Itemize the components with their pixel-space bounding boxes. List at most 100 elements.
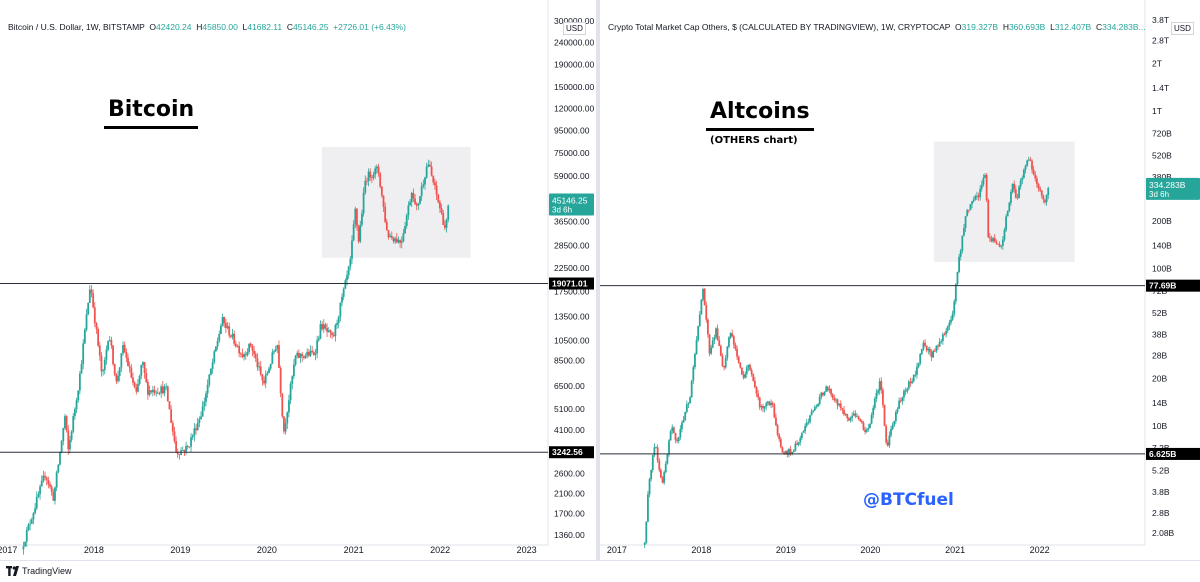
- candle-body: [171, 422, 174, 432]
- x-tick-label: 2018: [84, 545, 104, 555]
- candle-body: [752, 374, 755, 381]
- candle-body: [103, 359, 106, 371]
- bitcoin-currency-button[interactable]: USD: [563, 22, 586, 35]
- candle-body: [186, 445, 189, 447]
- candle-body: [239, 353, 242, 355]
- candle-body: [83, 329, 86, 344]
- y-tick-label: 2100.00: [554, 489, 585, 499]
- candle-body: [883, 404, 886, 426]
- candle-body: [885, 425, 888, 443]
- candle-body: [344, 280, 347, 289]
- candle-body: [22, 546, 25, 550]
- y-tick-label: 1.4T: [1152, 83, 1169, 93]
- candle-body: [316, 340, 319, 354]
- altcoins-change-value: ...: [1138, 22, 1146, 32]
- candle-body: [337, 316, 340, 324]
- candle-body: [181, 449, 184, 451]
- candle-body: [55, 472, 58, 488]
- altcoins-heading: Altcoins: [706, 99, 814, 131]
- candle-body: [882, 389, 884, 405]
- candle-body: [85, 314, 88, 330]
- candle-body: [283, 416, 285, 432]
- candle-body: [190, 437, 192, 447]
- candle-body: [384, 206, 387, 222]
- candle-body: [32, 513, 35, 520]
- candle-body: [723, 365, 725, 368]
- candle-body: [776, 425, 779, 435]
- candle-body: [72, 416, 75, 432]
- candle-body: [364, 180, 367, 193]
- bitcoin-heading: Bitcoin: [104, 97, 199, 129]
- candle-body: [737, 356, 740, 363]
- candle-body: [901, 397, 904, 402]
- y-tick-label: 140B: [1152, 240, 1172, 250]
- candle-body: [844, 413, 847, 415]
- candle-body: [215, 346, 217, 352]
- bitcoin-open-value: 42420.24: [156, 22, 192, 32]
- candle-body: [200, 416, 202, 420]
- candle-body: [812, 410, 815, 412]
- bar-countdown-label: 3d 6h: [552, 205, 572, 214]
- candle-body: [875, 392, 878, 399]
- candle-body: [271, 352, 274, 364]
- altcoins-chart-pane[interactable]: 2.08B2.8B3.8B5.2B7.2B10B14B20B28B38B52B7…: [600, 0, 1200, 560]
- candle-body: [400, 241, 403, 243]
- candle-body: [912, 374, 915, 382]
- candle-body: [849, 417, 852, 421]
- candle-body: [643, 542, 646, 545]
- candle-body: [258, 366, 260, 368]
- candle-body: [974, 196, 977, 200]
- level-price-tag: [1146, 279, 1200, 292]
- candle-body: [791, 451, 794, 454]
- bitcoin-chart-pane[interactable]: 1360.00 1700.00 2100.00 2600.00 4100.00 5100.…: [0, 0, 596, 560]
- candle-body: [321, 324, 324, 330]
- candle-body: [877, 390, 879, 393]
- altcoins-chart-canvas[interactable]: 2.08B2.8B3.8B5.2B7.2B10B14B20B28B38B52B7…: [600, 0, 1200, 560]
- candle-body: [389, 235, 392, 238]
- y-tick-label: 59000.00: [554, 171, 590, 181]
- candle-body: [127, 357, 129, 367]
- candle-body: [847, 418, 850, 421]
- candle-body: [185, 445, 187, 452]
- candle-body: [976, 195, 978, 197]
- candle-body: [1037, 183, 1040, 189]
- candle-body: [682, 419, 685, 423]
- candle-body: [50, 486, 53, 492]
- candle-body: [394, 238, 397, 242]
- candle-body: [65, 416, 68, 431]
- candle-body: [779, 439, 782, 448]
- candle-body: [370, 177, 373, 179]
- candle-body: [151, 389, 154, 393]
- candle-body: [747, 364, 750, 368]
- altcoins-currency-button[interactable]: USD: [1171, 22, 1194, 35]
- candle-body: [771, 402, 774, 405]
- y-tick-label: 2.8T: [1152, 36, 1169, 46]
- y-tick-label: 200B: [1152, 216, 1172, 226]
- candle-body: [407, 205, 410, 216]
- candle-body: [822, 392, 824, 396]
- candle-body: [203, 401, 206, 407]
- candle-body: [805, 422, 808, 426]
- candle-body: [859, 419, 862, 422]
- candle-body: [251, 346, 254, 351]
- candle-body: [221, 316, 224, 326]
- candle-body: [44, 475, 46, 478]
- candle-body: [719, 345, 722, 356]
- candle-body: [246, 352, 249, 356]
- candle-body: [650, 470, 653, 480]
- candle-body: [289, 383, 292, 401]
- tradingview-logo-icon[interactable]: [6, 566, 22, 576]
- bitcoin-chart-canvas[interactable]: 1360.00 1700.00 2100.00 2600.00 4100.00 5100.…: [0, 0, 596, 560]
- candle-body: [679, 429, 682, 438]
- pane-divider[interactable]: [596, 0, 600, 560]
- y-tick-label: 5100.00: [554, 404, 585, 414]
- candle-body: [102, 370, 105, 372]
- candle-body: [687, 403, 690, 405]
- tradingview-brand[interactable]: TradingView: [22, 566, 72, 576]
- candle-body: [930, 352, 933, 358]
- x-tick-label: 2021: [344, 545, 364, 555]
- candle-body: [299, 353, 302, 358]
- candle-body: [672, 427, 675, 433]
- candle-body: [933, 350, 936, 352]
- candle-body: [256, 358, 259, 368]
